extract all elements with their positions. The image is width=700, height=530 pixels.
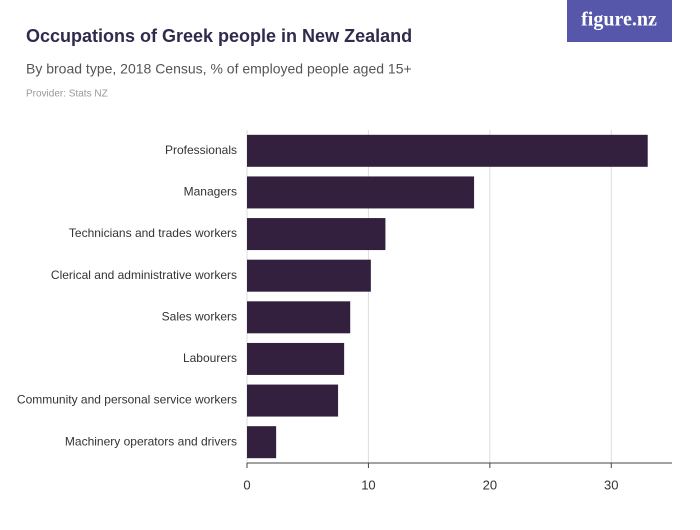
bar <box>247 218 386 251</box>
logo[interactable]: figure.nz <box>581 9 657 31</box>
bar <box>247 342 345 375</box>
x-tick-label: 30 <box>604 477 618 492</box>
y-tick-label: Community and personal service workers <box>17 393 237 407</box>
bar <box>247 134 648 167</box>
y-tick-label: Managers <box>184 185 237 199</box>
y-tick-label: Sales workers <box>162 309 237 323</box>
bar <box>247 301 351 334</box>
x-tick-label: 0 <box>243 477 250 492</box>
bar <box>247 176 475 209</box>
chart-title: Occupations of Greek people in New Zeala… <box>26 26 412 46</box>
bar <box>247 259 371 292</box>
source: Provider: Stats NZ <box>26 89 108 100</box>
y-tick-label: Clerical and administrative workers <box>51 268 237 282</box>
y-tick-label: Technicians and trades workers <box>69 226 237 240</box>
chart-subtitle: By broad type, 2018 Census, % of employe… <box>26 61 412 77</box>
y-tick-label: Professionals <box>165 143 237 157</box>
x-tick-label: 10 <box>361 477 375 492</box>
logo-box[interactable] <box>567 0 672 42</box>
y-tick-label: Labourers <box>183 351 237 365</box>
x-tick-label: 20 <box>483 477 497 492</box>
bar <box>247 426 277 459</box>
y-tick-label: Machinery operators and drivers <box>65 434 237 448</box>
bar <box>247 384 339 417</box>
